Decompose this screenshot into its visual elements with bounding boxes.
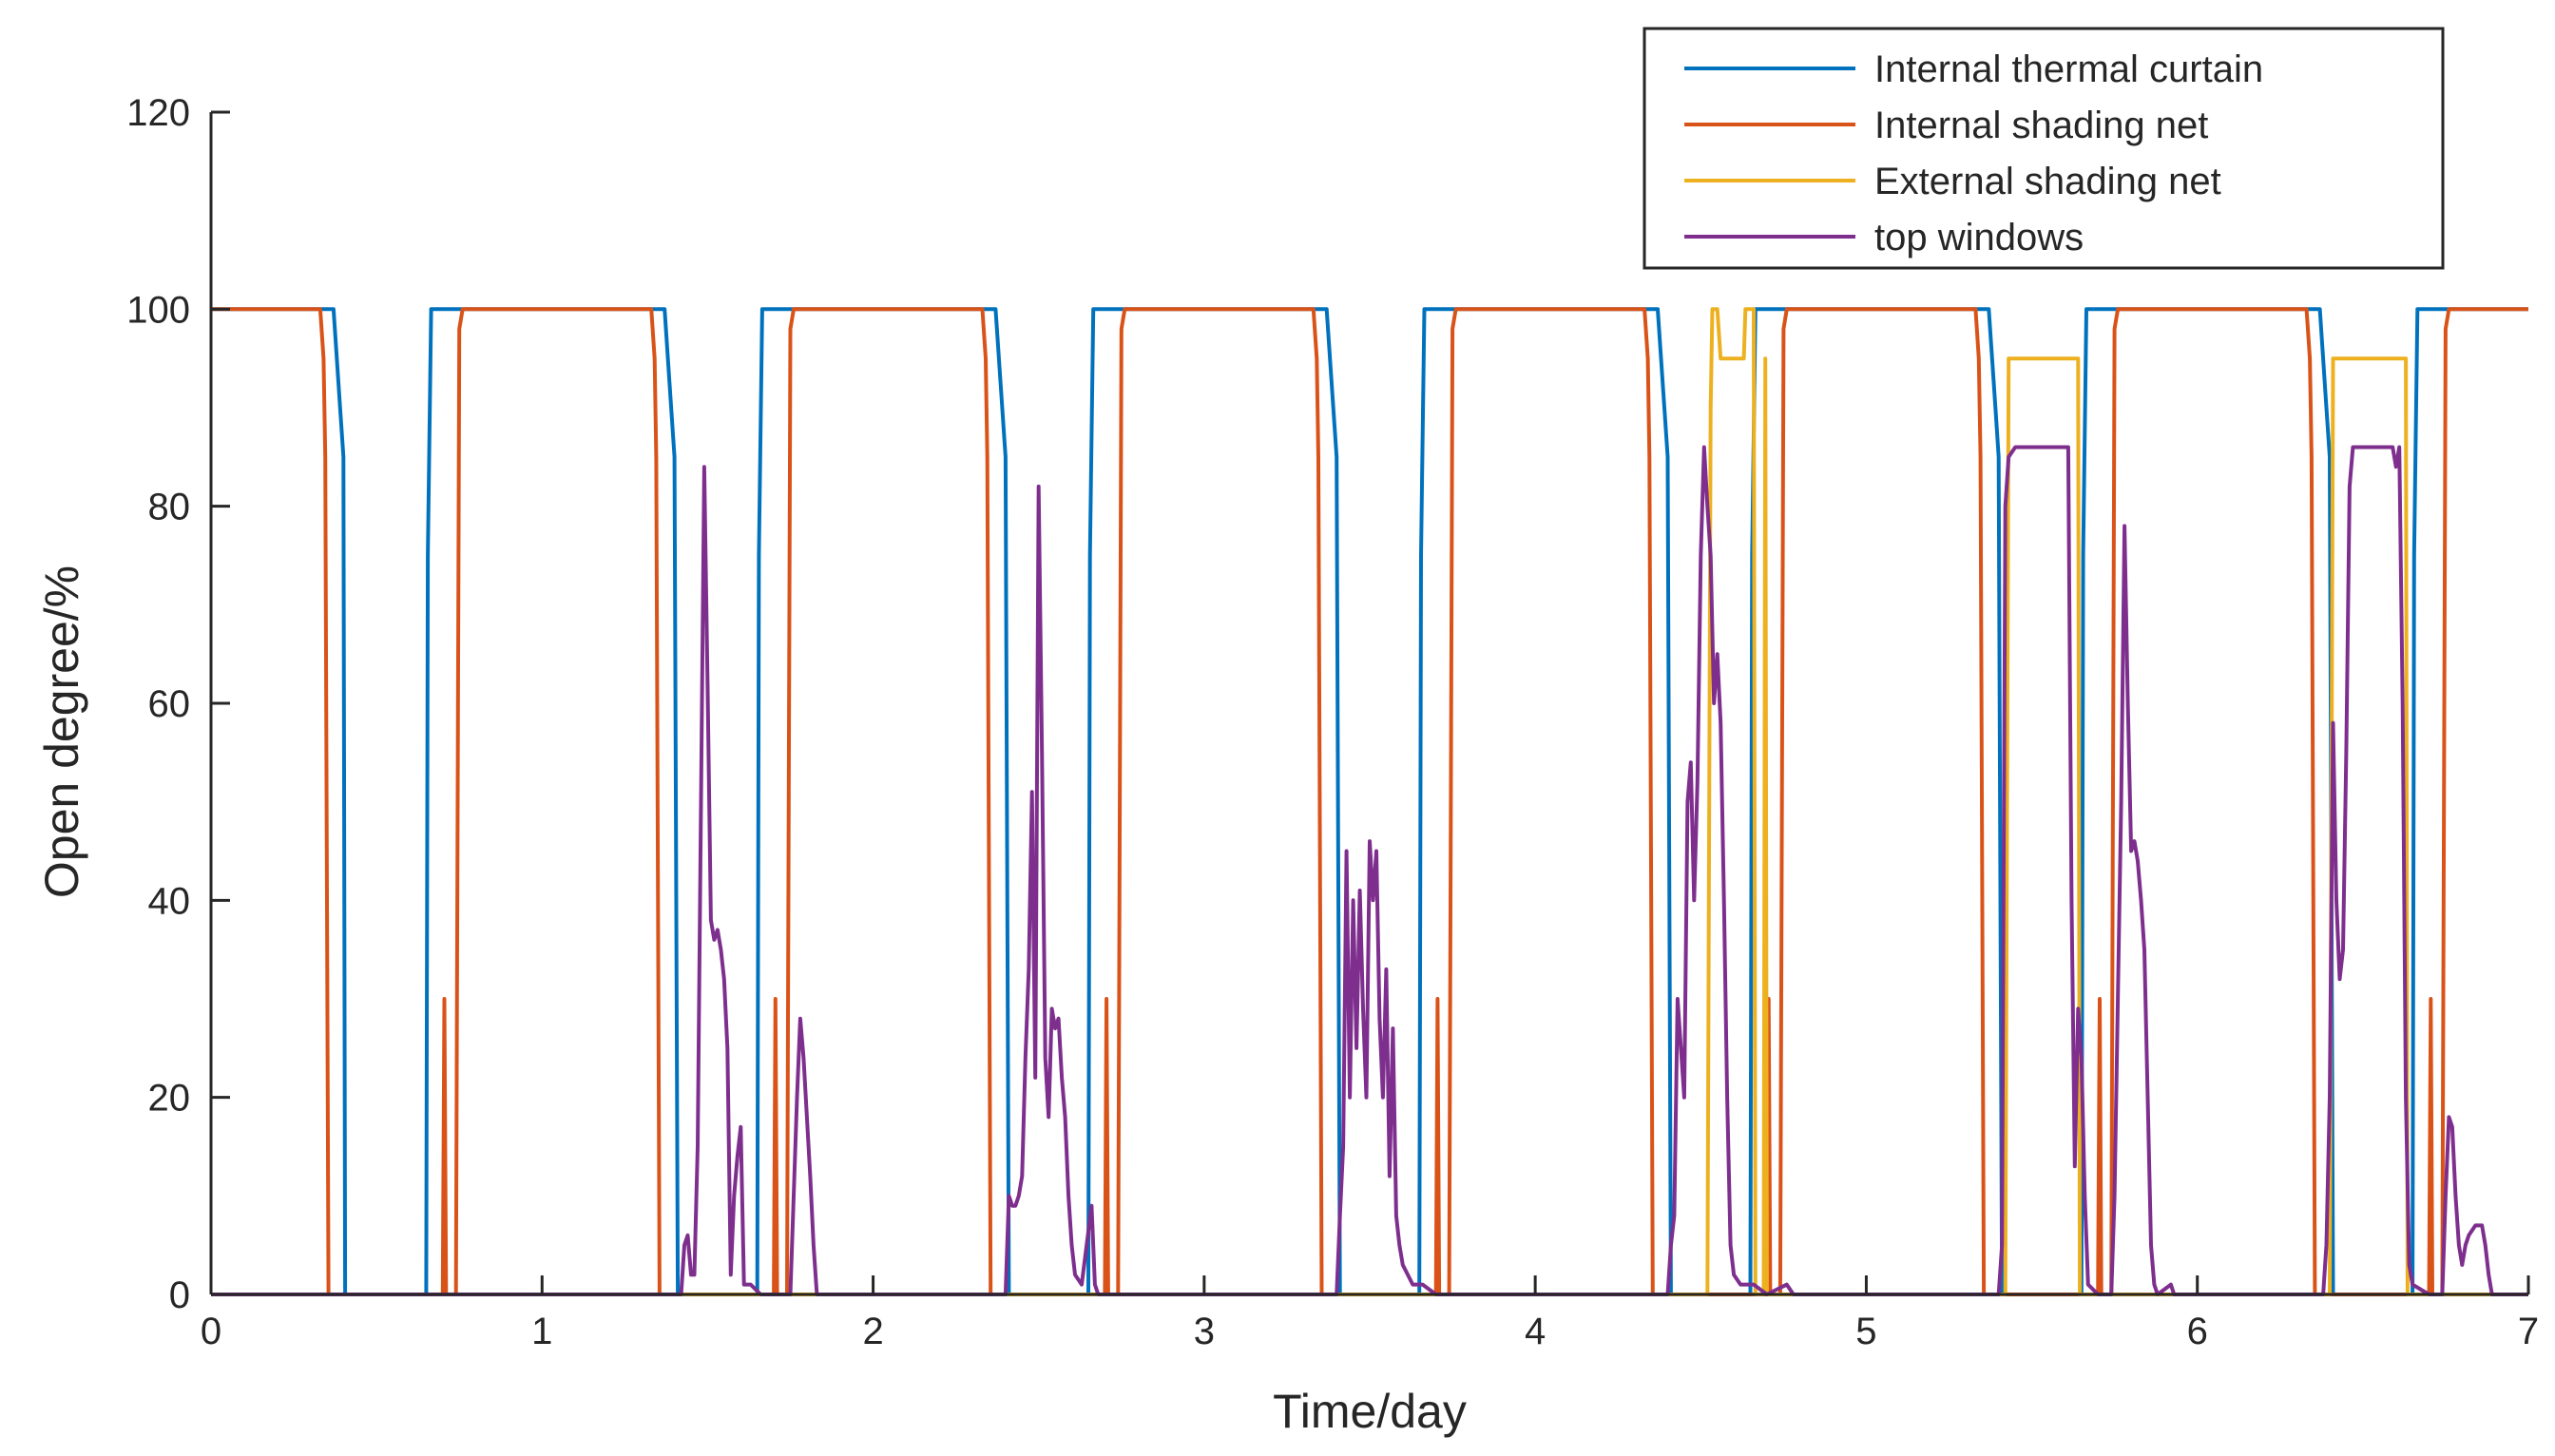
y-tick-label: 40: [148, 880, 191, 922]
legend-label-1: Internal thermal curtain: [1874, 48, 2263, 90]
y-tick-label: 60: [148, 683, 191, 725]
y-axis-label: Open degree/%: [35, 565, 88, 898]
axes: 0 1 2 3 4 5 6 7 0 20 40 60 80 100 120: [126, 92, 2539, 1352]
x-tick-label: 6: [2187, 1311, 2208, 1352]
x-tick-label: 5: [1855, 1311, 1876, 1352]
legend-label-3: External shading net: [1874, 161, 2221, 202]
x-tick-label: 7: [2518, 1311, 2539, 1352]
plot-area: [211, 307, 2528, 1296]
legend-label-4: top windows: [1874, 217, 2084, 259]
series-line-3: [211, 307, 2528, 1296]
legend: Internal thermal curtain Internal shading…: [1642, 27, 2445, 270]
x-tick-label: 3: [1194, 1311, 1215, 1352]
y-tick-label: 20: [148, 1078, 191, 1120]
x-axis-label: Time/day: [1273, 1385, 1467, 1438]
y-tick-label: 120: [126, 92, 190, 134]
x-tick-label: 0: [201, 1311, 221, 1352]
series-line-4: [211, 445, 2528, 1296]
y-tick-label: 0: [169, 1274, 190, 1316]
y-tick-label: 100: [126, 289, 190, 331]
legend-label-2: Internal shading net: [1874, 105, 2208, 146]
series-line-2: [211, 307, 2528, 1296]
x-tick-label: 4: [1525, 1311, 1546, 1352]
series-line-1: [211, 307, 2528, 1296]
x-tick-label: 2: [862, 1311, 883, 1352]
x-tick-label: 1: [531, 1311, 552, 1352]
y-tick-label: 80: [148, 487, 191, 528]
